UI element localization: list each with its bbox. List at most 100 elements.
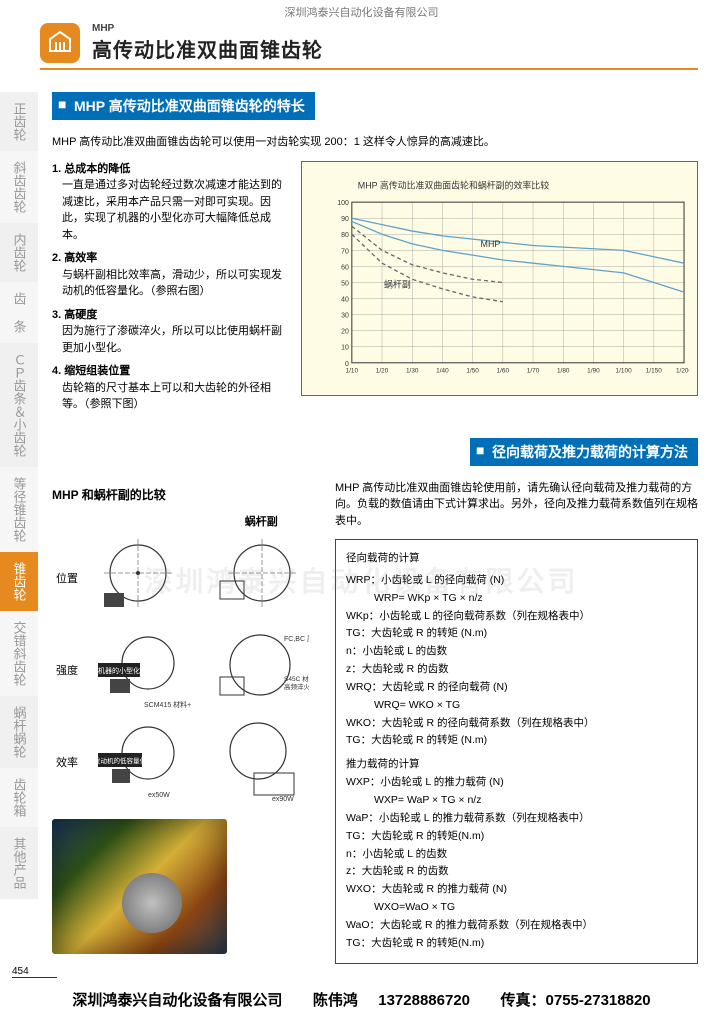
page-number: 454 xyxy=(12,966,57,978)
sidebar-item[interactable]: 交错斜齿轮 xyxy=(0,611,38,696)
svg-text:1/60: 1/60 xyxy=(497,367,510,374)
efficiency-chart: MHP 高传动比准双曲面齿轮和蜗杆副的效率比较01020304050607080… xyxy=(301,161,698,396)
svg-text:1/70: 1/70 xyxy=(527,367,540,374)
compare-title: MHP 和蜗杆副的比较 xyxy=(52,486,317,503)
content: MHP 高传动比准双曲面锥齿轮的特长 MHP 高传动比准双曲面锥齿齿轮可以使用一… xyxy=(52,92,698,964)
cmp-worm-1: FC,BC 原材 S45C 材料高频淬火 xyxy=(206,625,318,715)
calc-l1: WRP：小齿轮或 L 的径向载荷 (N) xyxy=(346,572,687,590)
svg-text:1/80: 1/80 xyxy=(557,367,570,374)
calc-box: 径向载荷的计算 WRP：小齿轮或 L 的径向载荷 (N) WRP= WKp × … xyxy=(335,539,698,964)
svg-text:蜗杆副: 蜗杆副 xyxy=(384,278,411,289)
header-category: MHP xyxy=(92,23,323,34)
section-title-calc: 径向载荷及推力载荷的计算方法 xyxy=(470,438,698,466)
feature-body: 齿轮箱的尺寸基本上可以和大齿轮的外径相等。（参照下图） xyxy=(52,380,287,413)
feature-head: 3. 高硬度 xyxy=(52,307,287,324)
calc-l3: TG：大齿轮或 R 的转矩 (N.m) xyxy=(346,625,687,643)
calc-intro: MHP 高传动比准双曲面锥齿轮使用前，请先确认径向载荷及推力载荷的方向。负载的数… xyxy=(335,480,698,530)
svg-text:10: 10 xyxy=(341,344,349,351)
calc-f4: WXO=WaO × TG xyxy=(346,899,687,917)
footer-contact: 陈伟鸿 xyxy=(313,992,358,1009)
title-bar: MHP 高传动比准双曲面锥齿轮 xyxy=(40,18,698,70)
chart-svg: MHP 高传动比准双曲面齿轮和蜗杆副的效率比较01020304050607080… xyxy=(332,170,689,387)
cmp-row-1: 强度 xyxy=(52,625,82,715)
svg-text:1/30: 1/30 xyxy=(406,367,419,374)
calc-l15: WaO：大齿轮或 R 的推力载荷系数（列在规格表中） xyxy=(346,917,687,935)
svg-text:40: 40 xyxy=(341,296,349,303)
feature-body: 一直是通过多对齿轮经过数次减速才能达到的减速比，采用本产品只需一对即可实现。因此… xyxy=(52,177,287,243)
svg-text:FC,BC 原材: FC,BC 原材 xyxy=(284,634,309,643)
footer-fax-label: 传真： xyxy=(501,992,546,1009)
intro-text: MHP 高传动比准双曲面锥齿齿轮可以使用一对齿轮实现 200：1 这样令人惊异的… xyxy=(52,134,698,151)
cmp-row-0: 位置 xyxy=(52,533,82,623)
calc-column: MHP 高传动比准双曲面锥齿轮使用前，请先确认径向载荷及推力载荷的方向。负载的数… xyxy=(335,480,698,964)
svg-text:20: 20 xyxy=(341,328,349,335)
svg-text:50: 50 xyxy=(341,280,349,287)
calc-h1: 径向载荷的计算 xyxy=(346,550,687,568)
svg-text:SCM415 材料+淬火: SCM415 材料+淬火 xyxy=(144,700,191,709)
svg-text:1/100: 1/100 xyxy=(616,367,633,374)
svg-text:1/90: 1/90 xyxy=(587,367,600,374)
svg-text:1/150: 1/150 xyxy=(646,367,663,374)
sidebar-item[interactable]: 锥齿轮 xyxy=(0,552,38,611)
cmp-mhp-2: 发动机的低容量化ex50W xyxy=(88,717,200,807)
cmp-worm-2: ex90W xyxy=(206,717,318,807)
calc-l13: z：大齿轮或 R 的齿数 xyxy=(346,863,687,881)
calc-f3: WXP= WaP × TG × n/z xyxy=(346,792,687,810)
header-title: 高传动比准双曲面锥齿轮 xyxy=(92,34,323,63)
svg-text:60: 60 xyxy=(341,264,349,271)
svg-text:S45C 材料: S45C 材料 xyxy=(284,674,309,683)
svg-text:发动机的低容量化: 发动机的低容量化 xyxy=(96,756,147,765)
calc-l7: WKO：大齿轮或 R 的径向载荷系数（列在规格表中） xyxy=(346,715,687,733)
feature-head: 2. 高效率 xyxy=(52,250,287,267)
sidebar-item[interactable]: 齿 条 xyxy=(0,282,38,343)
cmp-row-2: 效率 xyxy=(52,717,82,807)
svg-text:1/10: 1/10 xyxy=(346,367,359,374)
cmp-worm-0 xyxy=(206,533,318,623)
footer: 深圳鸿泰兴自动化设备有限公司 陈伟鸿 13728886720 传真：0755-2… xyxy=(0,989,723,1010)
head-mhp xyxy=(88,511,200,531)
product-photo xyxy=(52,819,227,954)
head-worm: 蜗杆副 xyxy=(206,511,318,531)
calc-l8: TG：大齿轮或 R 的转矩 (N.m) xyxy=(346,732,687,750)
sidebar-item[interactable]: 等径锥齿轮 xyxy=(0,467,38,552)
svg-text:机器的小型化: 机器的小型化 xyxy=(98,666,140,675)
sidebar: 正齿轮斜齿齿轮内齿轮齿 条ＣＰ齿条＆小齿轮等径锥齿轮锥齿轮交错斜齿轮蜗杆蜗轮齿轮… xyxy=(0,92,38,899)
calc-h2: 推力载荷的计算 xyxy=(346,756,687,774)
calc-l6: WRQ：大齿轮或 R 的径向载荷 (N) xyxy=(346,679,687,697)
calc-l4: n：小齿轮或 L 的齿数 xyxy=(346,643,687,661)
sidebar-item[interactable]: 正齿轮 xyxy=(0,92,38,151)
calc-l16: TG：大齿轮或 R 的转矩(N.m) xyxy=(346,935,687,953)
calc-l14: WXO：大齿轮或 R 的推力载荷 (N) xyxy=(346,881,687,899)
sidebar-item[interactable]: 蜗杆蜗轮 xyxy=(0,696,38,768)
svg-text:MHP: MHP xyxy=(481,239,501,249)
footer-company: 深圳鸿泰兴自动化设备有限公司 xyxy=(72,992,282,1009)
calc-l9: WXP：小齿轮或 L 的推力载荷 (N) xyxy=(346,774,687,792)
svg-text:30: 30 xyxy=(341,312,349,319)
comparison-panel: MHP 和蜗杆副的比较 蜗杆副位置强度 机器的小型化 SCM415 材料+淬火 FC,… xyxy=(52,480,317,964)
svg-text:0: 0 xyxy=(345,360,349,367)
feature-list: 1. 总成本的降低一直是通过多对齿轮经过数次减速才能达到的减速比，采用本产品只需… xyxy=(52,161,287,420)
sidebar-item[interactable]: 斜齿齿轮 xyxy=(0,151,38,223)
footer-phone: 13728886720 xyxy=(378,992,470,1009)
sidebar-item[interactable]: 内齿轮 xyxy=(0,223,38,282)
sidebar-item[interactable]: 其他产品 xyxy=(0,827,38,899)
cmp-mhp-1: 机器的小型化 SCM415 材料+淬火 xyxy=(88,625,200,715)
feature-body: 与蜗杆副相比效率高，滑动少，所以可实现发动机的低容量化。（参照右图） xyxy=(52,267,287,300)
calc-l11: TG：大齿轮或 R 的转矩(N.m) xyxy=(346,828,687,846)
feature-head: 4. 缩短组装位置 xyxy=(52,363,287,380)
svg-text:高频淬火: 高频淬火 xyxy=(284,682,309,691)
svg-text:90: 90 xyxy=(341,216,349,223)
calc-l2: WKp：小齿轮或 L 的径向载荷系数（列在规格表中） xyxy=(346,608,687,626)
cmp-mhp-0 xyxy=(88,533,200,623)
section-title-features: MHP 高传动比准双曲面锥齿轮的特长 xyxy=(52,92,315,120)
calc-f1: WRP= WKp × TG × n/z xyxy=(346,590,687,608)
feature-head: 1. 总成本的降低 xyxy=(52,161,287,178)
svg-text:MHP 高传动比准双曲面齿轮和蜗杆副的效率比较: MHP 高传动比准双曲面齿轮和蜗杆副的效率比较 xyxy=(358,179,549,190)
catalog-page: 深圳鸿泰兴自动化设备有限公司 MHP 高传动比准双曲面锥齿轮 正齿轮斜齿齿轮内齿… xyxy=(0,0,723,1024)
sidebar-item[interactable]: ＣＰ齿条＆小齿轮 xyxy=(0,343,38,467)
calc-l5: z：大齿轮或 R 的齿数 xyxy=(346,661,687,679)
svg-text:100: 100 xyxy=(337,200,349,207)
svg-text:70: 70 xyxy=(341,248,349,255)
blank xyxy=(52,511,82,531)
sidebar-item[interactable]: 齿轮箱 xyxy=(0,768,38,827)
